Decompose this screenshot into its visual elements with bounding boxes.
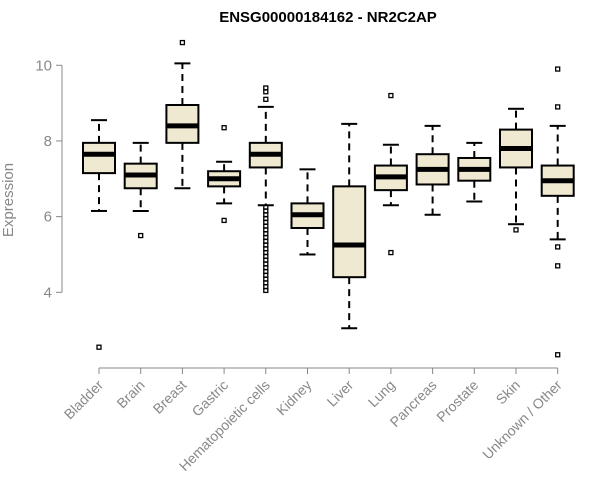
- x-tick-label: Breast: [150, 377, 190, 417]
- outlier-point: [555, 244, 561, 250]
- y-axis: 4 6 8 10: [35, 57, 63, 301]
- outlier-point: [263, 85, 269, 91]
- box-pancreas: [415, 124, 450, 216]
- x-tick-label: Liver: [324, 377, 357, 410]
- y-axis-label: Expression: [0, 163, 17, 237]
- x-tick-label: Skin: [493, 377, 524, 408]
- box-bladder: [82, 119, 116, 350]
- box-lung: [373, 92, 408, 256]
- box-hematopoietic-cells: [248, 85, 283, 294]
- box-prostate: [457, 141, 492, 203]
- iqr-box: [332, 185, 367, 279]
- outlier-point: [179, 39, 186, 46]
- box-unknown-other: [540, 66, 575, 358]
- outlier-point: [221, 217, 227, 224]
- box-skin: [499, 107, 533, 233]
- y-tick-label: 6: [44, 209, 52, 226]
- outlier-point: [96, 344, 102, 350]
- outlier-point: [555, 104, 561, 110]
- x-tick-label: Unknown / Other: [479, 377, 565, 463]
- iqr-box: [82, 141, 116, 175]
- box-gastric: [207, 125, 242, 224]
- box-brain: [123, 141, 158, 239]
- outlier-point: [555, 352, 561, 358]
- outlier-point: [221, 125, 227, 131]
- x-tick-label: Brain: [113, 377, 147, 411]
- x-tick-label: Kidney: [273, 377, 315, 419]
- box-breast: [165, 39, 200, 190]
- y-tick-label: 10: [35, 57, 52, 74]
- x-tick-label: Bladder: [61, 377, 107, 423]
- outlier-point: [555, 66, 561, 72]
- box-kidney: [290, 168, 325, 256]
- outlier-point: [263, 96, 269, 102]
- outlier-point: [388, 92, 394, 99]
- x-tick-label: Prostate: [433, 377, 481, 425]
- box-liver: [332, 122, 367, 330]
- outlier-point: [263, 287, 269, 294]
- x-tick-label: Lung: [365, 377, 398, 410]
- outlier-point: [555, 263, 561, 269]
- chart-title: ENSG00000184162 - NR2C2AP: [219, 9, 437, 26]
- y-tick-label: 8: [44, 133, 52, 150]
- y-tick-label: 4: [44, 284, 52, 301]
- box-series: [82, 39, 575, 358]
- outlier-point: [138, 232, 144, 239]
- outlier-point: [513, 227, 519, 233]
- outlier-point: [388, 249, 394, 256]
